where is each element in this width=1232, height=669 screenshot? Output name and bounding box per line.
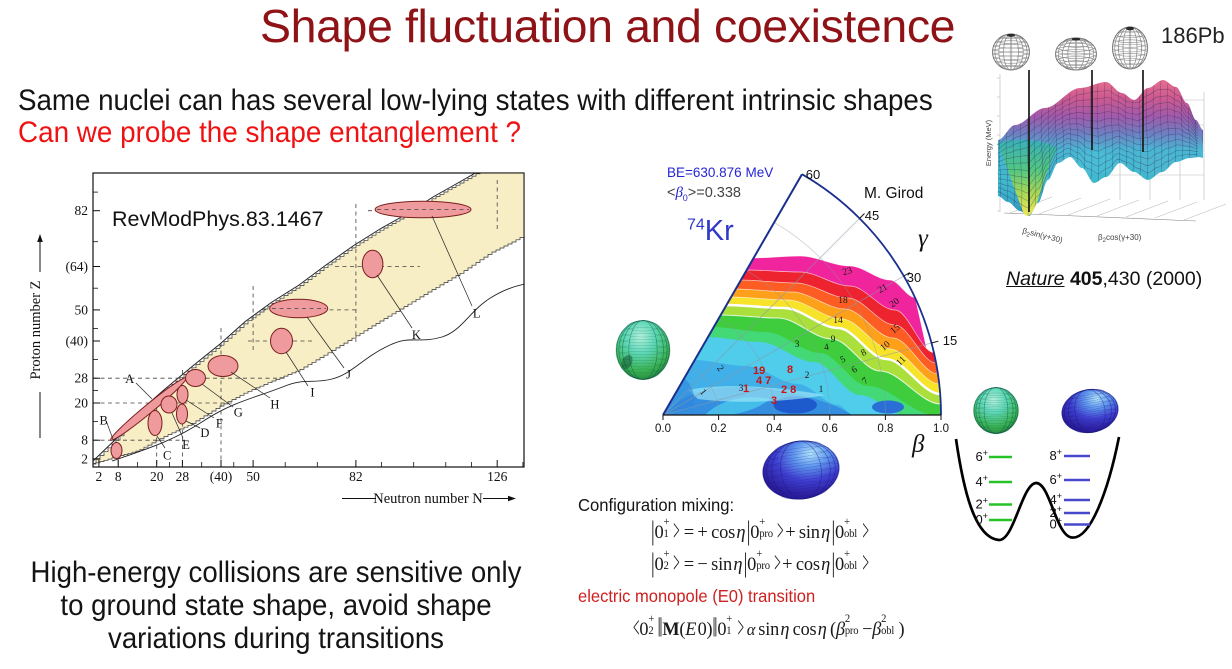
svg-text:β: β [911,431,925,458]
svg-text:8: 8 [859,348,868,359]
svg-text:50: 50 [246,469,260,484]
svg-text:18: 18 [838,296,848,306]
svg-text:3: 3 [795,340,800,350]
svg-text:J: J [346,368,351,382]
svg-text:F: F [216,417,223,431]
svg-text:3: 3 [739,384,744,394]
svg-text:K: K [412,328,421,342]
svg-text:15: 15 [943,333,957,348]
svg-text:A: A [125,372,134,386]
svg-text:19: 19 [753,365,765,377]
svg-text:82: 82 [75,203,89,218]
svg-text:G: G [234,405,243,419]
svg-text:20: 20 [75,396,89,411]
svg-text:8: 8 [787,364,793,376]
svg-text:Neutron number N: Neutron number N [373,491,483,507]
svg-text:8: 8 [81,433,88,448]
svg-text:28: 28 [176,469,190,484]
svg-text:1: 1 [697,388,708,398]
svg-text:2 8: 2 8 [781,384,796,396]
svg-text:C: C [163,448,171,462]
svg-text:0.8: 0.8 [877,423,893,435]
svg-text:0.2: 0.2 [711,423,727,435]
svg-text:D: D [200,426,209,440]
svg-text:L: L [473,306,481,320]
svg-text:9: 9 [831,335,836,345]
svg-text:0.0: 0.0 [655,423,671,435]
svg-text:0+: 0+ [1050,516,1063,532]
svg-text:H: H [270,397,279,411]
svg-text:8: 8 [115,469,122,484]
svg-text:I: I [310,385,314,399]
svg-text:6+: 6+ [976,448,989,464]
svg-text:50: 50 [75,302,89,317]
svg-text:2: 2 [81,451,88,466]
svg-text:7: 7 [861,376,871,387]
svg-text:82: 82 [349,469,363,484]
svg-text:(64): (64) [66,259,89,274]
svg-text:1.0: 1.0 [933,423,949,435]
svg-text:(40): (40) [66,334,89,349]
svg-text:1: 1 [743,383,749,395]
svg-text:126: 126 [487,469,508,484]
svg-text:2: 2 [96,469,103,484]
svg-text:γ: γ [918,225,929,252]
svg-text:23: 23 [842,266,854,278]
svg-text:3: 3 [771,395,777,407]
svg-text:4: 4 [823,343,830,354]
svg-text:Proton number Z: Proton number Z [28,280,44,379]
svg-text:Energy (MeV): Energy (MeV) [984,119,993,166]
svg-text:6+: 6+ [1050,471,1063,487]
svg-text:β2sin(γ+30): β2sin(γ+30) [1021,226,1064,247]
svg-text:0.4: 0.4 [766,423,783,435]
svg-text:B: B [100,413,108,427]
svg-text:6: 6 [850,365,860,376]
svg-text:60: 60 [806,167,820,182]
svg-text:2: 2 [714,364,725,374]
svg-text:0.6: 0.6 [822,423,838,435]
svg-text:2+: 2+ [976,496,989,512]
svg-text:E: E [182,438,190,452]
svg-text:20: 20 [150,469,164,484]
svg-text:0+: 0+ [976,511,989,527]
svg-text:β2cos(γ+30): β2cos(γ+30) [1098,233,1142,244]
svg-text:8+: 8+ [1050,447,1063,463]
svg-text:2: 2 [805,371,810,381]
svg-text:4 7: 4 7 [756,375,771,387]
svg-text:(40): (40) [210,469,233,484]
svg-text:45: 45 [865,208,879,223]
svg-text:14: 14 [833,316,843,326]
svg-text:1: 1 [819,385,824,395]
svg-text:28: 28 [75,371,89,386]
svg-text:M. Girod: M. Girod [864,185,923,202]
svg-text:RevModPhys.83.1467: RevModPhys.83.1467 [112,207,324,231]
svg-text:21: 21 [876,282,889,296]
svg-text:30: 30 [907,270,921,285]
svg-text:4+: 4+ [976,473,989,489]
svg-text:5: 5 [839,355,848,366]
